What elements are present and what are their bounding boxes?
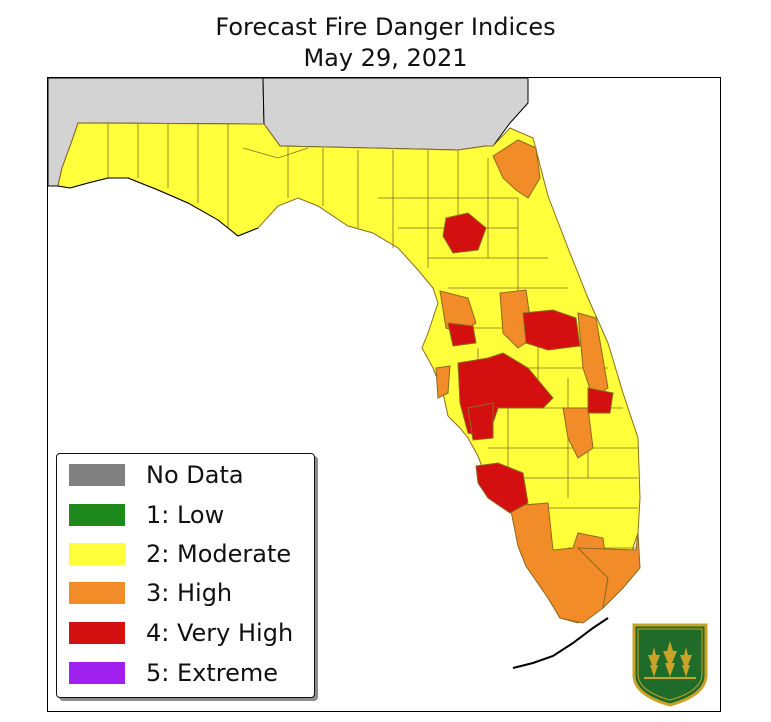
danger-very-high — [442, 212, 614, 514]
legend-swatch-low — [69, 504, 125, 526]
danger-high — [435, 139, 641, 624]
legend-label: 2: Moderate — [146, 540, 292, 568]
map-title: Forecast Fire Danger Indices — [215, 13, 556, 41]
high-miami-dade — [576, 532, 641, 610]
legend-label: No Data — [146, 461, 244, 489]
legend-swatch-very-high — [69, 622, 125, 644]
legend-label: 3: High — [146, 579, 233, 607]
florida-keys — [512, 617, 609, 669]
legend-label: 5: Extreme — [146, 659, 279, 687]
forest-service-badge-icon — [630, 619, 710, 707]
legend-item-low: 1: Low — [69, 500, 224, 530]
high-highlands — [562, 407, 594, 459]
legend-item-high: 3: High — [69, 578, 232, 608]
florida-coastline — [48, 177, 259, 237]
high-nassau — [492, 139, 541, 199]
legend-item-no-data: No Data — [69, 460, 244, 490]
legend-label: 1: Low — [146, 501, 225, 529]
legend-swatch-moderate — [69, 543, 125, 565]
legend: No Data 1: Low 2: Moderate 3: High 4: Ve… — [56, 453, 315, 698]
vhigh-manatee — [467, 402, 494, 441]
legend-item-extreme: 5: Extreme — [69, 658, 278, 688]
vhigh-seminole-orange — [522, 309, 581, 351]
vhigh-alachua — [442, 212, 487, 254]
legend-label: 4: Very High — [146, 619, 294, 647]
vhigh-indian-river — [587, 387, 614, 414]
legend-swatch-extreme — [69, 662, 125, 684]
legend-swatch-high — [69, 582, 125, 604]
legend-swatch-no-data — [69, 464, 125, 486]
legend-item-very-high: 4: Very High — [69, 618, 293, 648]
florida-map — [48, 78, 641, 669]
vhigh-pasco — [447, 322, 477, 347]
legend-item-moderate: 2: Moderate — [69, 539, 291, 569]
vhigh-lee-charlotte — [475, 462, 529, 514]
map-date: May 29, 2021 — [303, 44, 468, 72]
georgia-region — [262, 78, 529, 151]
high-pinellas-hernando — [435, 365, 451, 399]
